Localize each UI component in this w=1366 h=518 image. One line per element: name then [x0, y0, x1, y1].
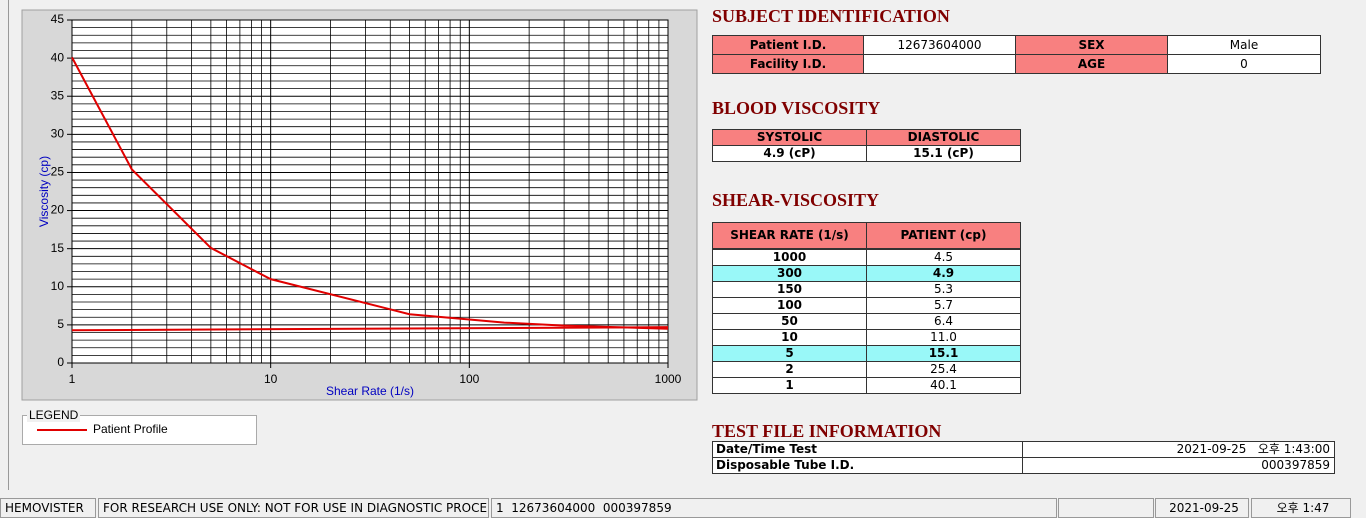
table-cell: 150	[712, 281, 867, 298]
table-cell: 2	[712, 361, 867, 378]
value-cell: Male	[1167, 35, 1321, 55]
section-title: BLOOD VISCOSITY	[712, 98, 881, 118]
table-cell: 25.4	[866, 361, 1021, 378]
table-cell: 6.4	[866, 313, 1021, 330]
status-cell: 1 12673604000 000397859	[491, 498, 1057, 518]
label-cell: SEX	[1015, 35, 1168, 55]
x-tick-label: 1	[69, 372, 76, 386]
section-title: SUBJECT IDENTIFICATION	[712, 6, 950, 26]
label-cell: AGE	[1015, 54, 1168, 74]
label-cell: Disposable Tube I.D.	[712, 457, 1023, 474]
plot-frame	[71, 19, 669, 364]
x-tick-label: 10	[264, 372, 278, 386]
table-cell: 5	[712, 345, 867, 362]
table-cell: 100	[712, 297, 867, 314]
section-title: SHEAR-VISCOSITY	[712, 190, 880, 210]
legend-entry: Patient Profile	[93, 422, 168, 436]
label-cell: Facility I.D.	[712, 54, 864, 74]
value-cell: 0	[1167, 54, 1321, 74]
status-cell: FOR RESEARCH USE ONLY: NOT FOR USE IN DI…	[98, 498, 489, 518]
value-cell: 000397859	[1022, 457, 1335, 474]
table-cell: 5.7	[866, 297, 1021, 314]
y-tick-label: 20	[51, 203, 65, 217]
header-cell: PATIENT (cp)	[866, 222, 1021, 249]
y-tick-label: 25	[51, 165, 65, 179]
table-cell: 15.1	[866, 345, 1021, 362]
y-tick-label: 15	[51, 241, 65, 255]
value-cell	[863, 54, 1016, 74]
legend-swatch	[37, 429, 87, 431]
table-cell: 4.5	[866, 249, 1021, 266]
data-line	[71, 56, 669, 330]
table-cell: 40.1	[866, 377, 1021, 394]
status-cell: 2021-09-25	[1155, 498, 1249, 518]
y-tick-label: 10	[51, 279, 65, 293]
left-border	[8, 0, 9, 490]
y-axis-label: Viscosity (cp)	[37, 156, 51, 227]
legend-title: LEGEND	[27, 408, 81, 422]
status-cell: HEMOVISTER	[0, 498, 96, 518]
table-cell: 1	[712, 377, 867, 394]
y-tick-label: 40	[51, 50, 65, 64]
y-tick-label: 45	[51, 12, 65, 26]
chart: 0 5 10 15 20 25 30 35 40 45 1 10 100 1000 Shear Rate (…	[21, 9, 698, 401]
value-cell: 4.9 (cP)	[712, 145, 867, 162]
x-tick-label: 1000	[655, 372, 682, 386]
table-cell: 50	[712, 313, 867, 330]
label-cell: Date/Time Test	[712, 441, 1023, 458]
y-tick-label: 35	[51, 88, 65, 102]
status-cell: 오후 1:47	[1251, 498, 1351, 518]
header-cell: SYSTOLIC	[712, 129, 867, 146]
value-cell: 12673604000	[863, 35, 1016, 55]
table-cell: 4.9	[866, 265, 1021, 282]
y-tick-label: 30	[51, 127, 65, 141]
data-line	[71, 326, 669, 332]
x-axis-label: Shear Rate (1/s)	[326, 384, 414, 398]
x-tick-label: 100	[459, 372, 479, 386]
table-cell: 1000	[712, 249, 867, 266]
header-cell: DIASTOLIC	[866, 129, 1021, 146]
value-cell: 2021-09-25 오후 1:43:00	[1022, 441, 1335, 458]
header-cell: SHEAR RATE (1/s)	[712, 222, 867, 249]
table-cell: 10	[712, 329, 867, 346]
table-cell: 5.3	[866, 281, 1021, 298]
table-cell: 11.0	[866, 329, 1021, 346]
value-cell: 15.1 (cP)	[866, 145, 1021, 162]
label-cell: Patient I.D.	[712, 35, 864, 55]
y-tick-label: 5	[57, 317, 64, 331]
y-tick-label: 0	[57, 355, 64, 369]
plot-area	[72, 20, 668, 363]
section-title: TEST FILE INFORMATION	[712, 421, 942, 441]
table-cell: 300	[712, 265, 867, 282]
status-cell	[1058, 498, 1154, 518]
